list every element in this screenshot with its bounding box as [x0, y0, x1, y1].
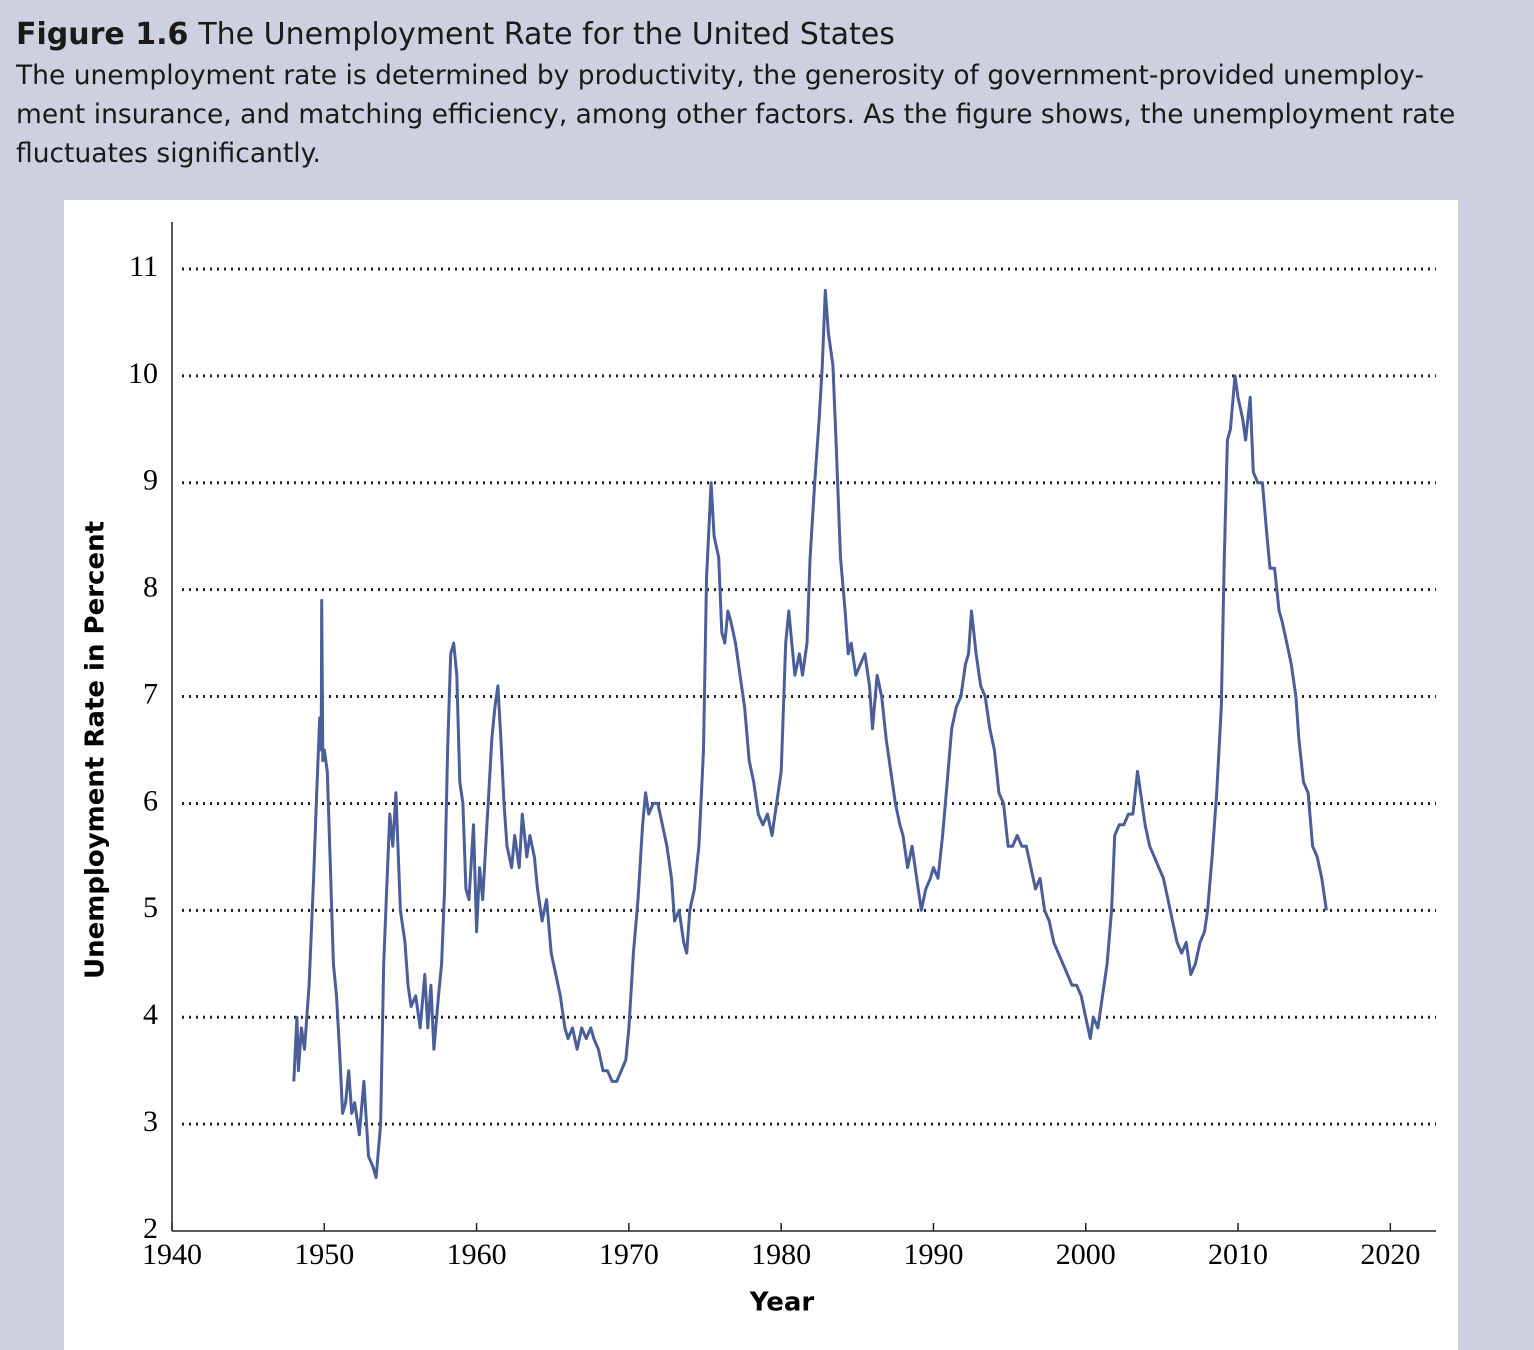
- y-tick-label: 5: [143, 891, 158, 924]
- subtitle: The unemployment rate is determined by p…: [16, 56, 1526, 173]
- y-tick-label: 3: [143, 1105, 158, 1138]
- x-tick-label: 1990: [903, 1238, 963, 1271]
- chart-panel: [64, 200, 1458, 1350]
- y-tick-label: 7: [143, 677, 158, 710]
- x-tick-label: 1940: [142, 1238, 202, 1271]
- x-tick-label: 1980: [751, 1238, 811, 1271]
- title-line: Figure 1.6 The Unemployment Rate for the …: [16, 14, 1526, 56]
- y-tick-label: 9: [143, 464, 158, 497]
- x-tick-label: 2010: [1208, 1238, 1268, 1271]
- x-tick-label: 1960: [447, 1238, 507, 1271]
- x-axis-title: Year: [749, 1288, 815, 1318]
- figure-label: Figure 1.6: [16, 17, 189, 52]
- y-axis-title: Unemployment Rate in Percent: [81, 521, 111, 979]
- y-tick-label: 4: [143, 998, 158, 1031]
- y-tick-label: 10: [128, 357, 158, 390]
- data-line: [292, 288, 1328, 1180]
- y-tick-label: 11: [129, 250, 158, 283]
- subtitle-line: fluctuates significantly.: [16, 138, 321, 169]
- x-tick-label: 1950: [294, 1238, 354, 1271]
- y-tick-label: 8: [143, 571, 158, 604]
- x-tick-label: 2000: [1056, 1238, 1116, 1271]
- y-tick-label: 6: [143, 784, 158, 817]
- subtitle-line: ment insurance, and matching efficiency,…: [16, 99, 1456, 130]
- x-tick-label: 1970: [599, 1238, 659, 1271]
- y-tick-label: 2: [143, 1212, 158, 1245]
- subtitle-line: The unemployment rate is determined by p…: [16, 60, 1425, 91]
- chart-title: The Unemployment Rate for the United Sta…: [198, 17, 895, 52]
- header: Figure 1.6 The Unemployment Rate for the …: [16, 14, 1526, 173]
- x-tick-label: 2020: [1360, 1238, 1420, 1271]
